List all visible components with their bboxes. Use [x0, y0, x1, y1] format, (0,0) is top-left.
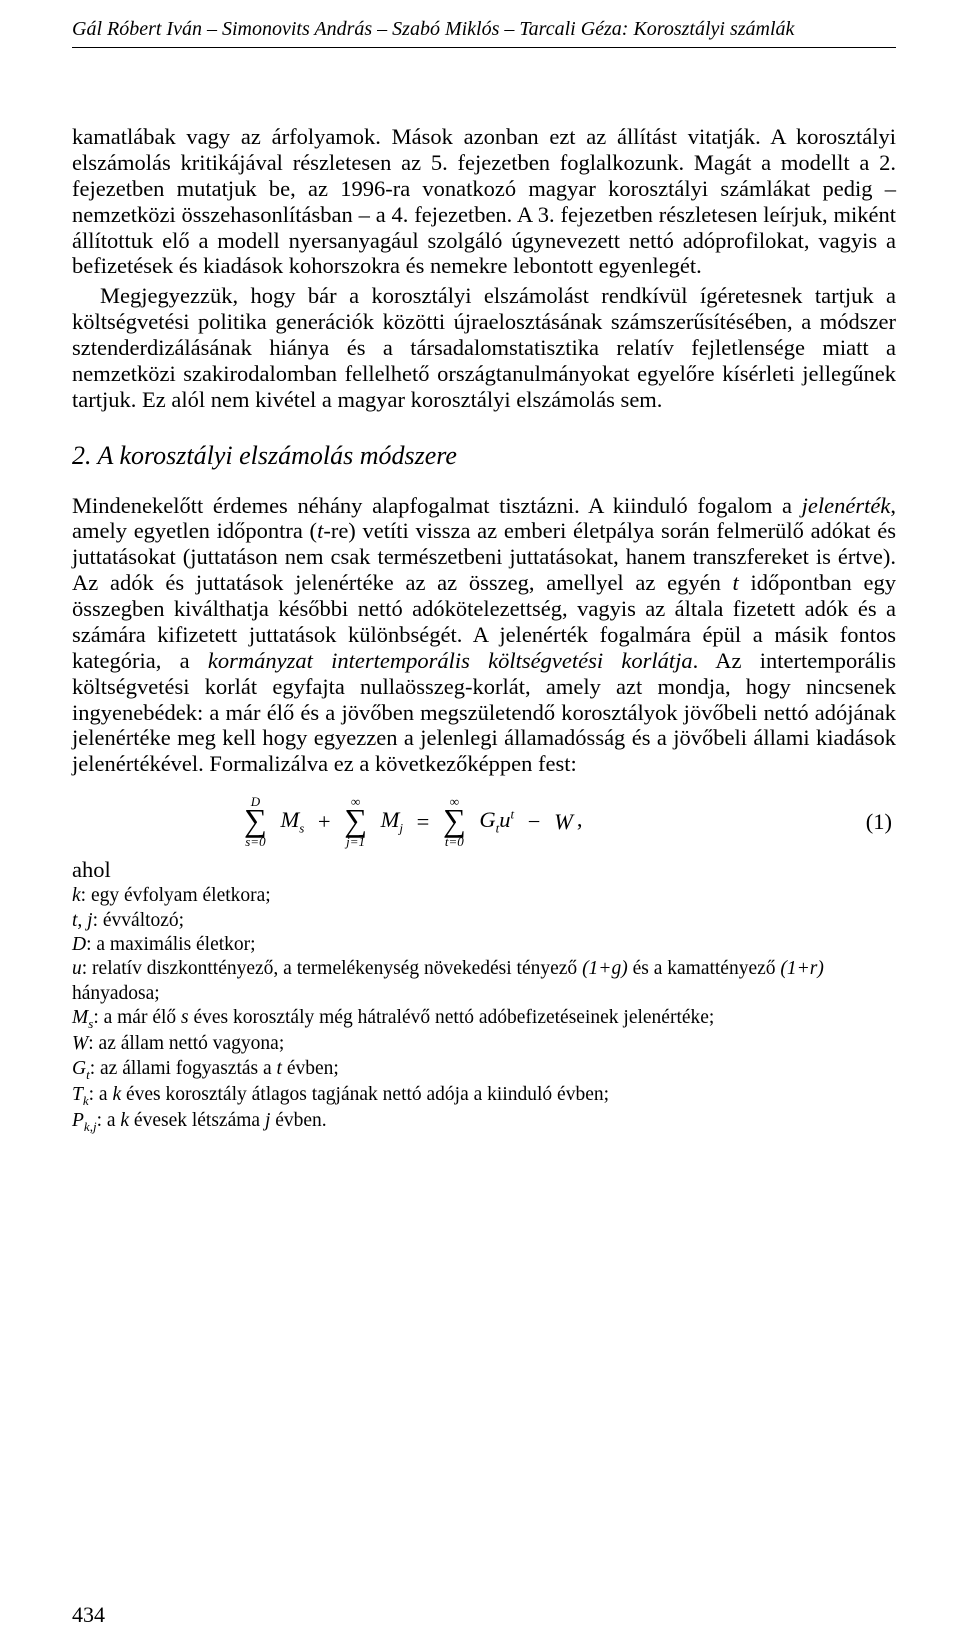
def-tj: t, j: évváltozó; — [72, 909, 896, 933]
plus-1: + — [318, 809, 331, 835]
definitions: ahol k: egy évfolyam életkora; t, j: évv… — [72, 856, 896, 1135]
para-1: kamatlábak vagy az árfolyamok. Mások azo… — [72, 124, 896, 279]
term-W: W — [554, 809, 573, 835]
sum-3: ∞ ∑ t=0 — [443, 795, 466, 848]
def-k: k: egy évfolyam életkora; — [72, 884, 896, 908]
def-u-tail: hányadosa; — [72, 982, 896, 1006]
minus: − — [528, 809, 541, 835]
page-number: 434 — [72, 1602, 105, 1627]
def-u: u: relatív diszkonttényező, a termeléken… — [72, 957, 896, 981]
term-Gt-u: Gtut — [479, 807, 514, 836]
term-jelenertek: jelenérték — [802, 493, 891, 518]
section-heading: 2. A korosztályi elszámolás módszere — [72, 441, 896, 471]
term-korm-korlat: kormányzat intertemporális költségvetési… — [208, 648, 693, 673]
running-header: Gál Róbert Iván – Simonovits András – Sz… — [72, 18, 896, 41]
header-rule — [72, 47, 896, 48]
term-Mj: Mj — [381, 807, 403, 836]
equation-1: D ∑ s=0 Ms + ∞ ∑ j=1 Mj = ∞ ∑ t=0 Gtut −… — [72, 795, 866, 848]
def-W: W: az állam nettó vagyona; — [72, 1032, 896, 1056]
equals: = — [417, 809, 430, 835]
def-Gt: Gt: az állami fogyasztás a t évben; — [72, 1057, 896, 1083]
sum-1: D ∑ s=0 — [244, 795, 267, 848]
equation-block: D ∑ s=0 Ms + ∞ ∑ j=1 Mj = ∞ ∑ t=0 Gtut −… — [72, 795, 896, 848]
sum-2: ∞ ∑ j=1 — [344, 795, 367, 848]
equation-number: (1) — [866, 809, 896, 835]
def-D: D: a maximális életkor; — [72, 933, 896, 957]
def-Ms: Ms: a már élő s éves korosztály még hátr… — [72, 1006, 896, 1032]
para-3-lead: Mindenekelőtt érdemes néhány alapfogalma… — [72, 493, 802, 518]
def-Pkj: Pk,j: a k évesek létszáma j évben. — [72, 1109, 896, 1135]
def-Tk: Tk: a k éves korosztály átlagos tagjának… — [72, 1083, 896, 1109]
paper-page: Gál Róbert Iván – Simonovits András – Sz… — [0, 0, 960, 1651]
defs-intro: ahol — [72, 856, 896, 884]
term-Ms: Ms — [280, 807, 304, 836]
para-2: Megjegyezzük, hogy bár a korosztályi els… — [72, 283, 896, 412]
para-3: Mindenekelőtt érdemes néhány alapfogalma… — [72, 493, 896, 778]
